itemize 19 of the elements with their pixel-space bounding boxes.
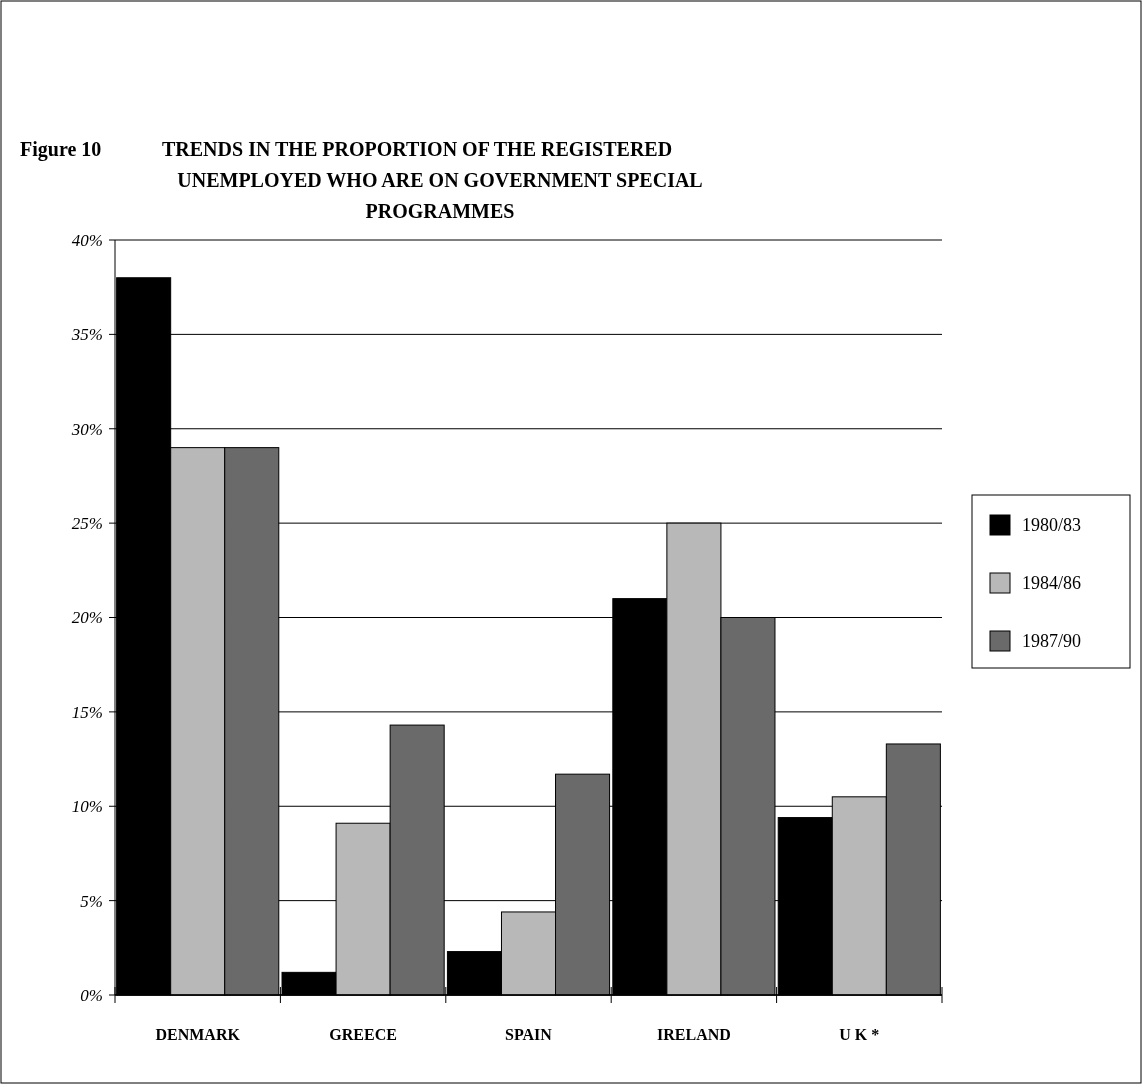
y-tick-label: 25% — [71, 514, 103, 534]
x-tick-label: U K * — [839, 1026, 880, 1043]
y-tick-label: 15% — [71, 702, 103, 722]
y-tick-label: 35% — [70, 325, 103, 345]
x-tick-label: IRELAND — [657, 1026, 731, 1043]
y-tick-label: 10% — [71, 797, 103, 817]
y-tick-label: 5% — [80, 891, 103, 911]
x-tick-label: DENMARK — [155, 1026, 241, 1043]
legend-label: 1980/83 — [1022, 515, 1082, 536]
x-tick-label: SPAIN — [505, 1026, 553, 1043]
y-tick-label: 0% — [80, 985, 103, 1005]
chart-title: TRENDS IN THE PROPORTION OF THE REGISTERED UNEMPLOYED WHO ARE ON GOVERNMENT SPECIAL PROGRAMMES — [162, 138, 703, 222]
legend-label: 1987/90 — [1022, 631, 1082, 652]
y-tick-label: 30% — [70, 419, 103, 439]
legend-label: 1984/86 — [1022, 573, 1082, 594]
x-tick-label: GREECE — [329, 1026, 397, 1043]
caption: Figure 10 — [20, 138, 102, 161]
y-tick-label: 40% — [71, 230, 103, 250]
y-tick-label: 20% — [71, 608, 103, 628]
